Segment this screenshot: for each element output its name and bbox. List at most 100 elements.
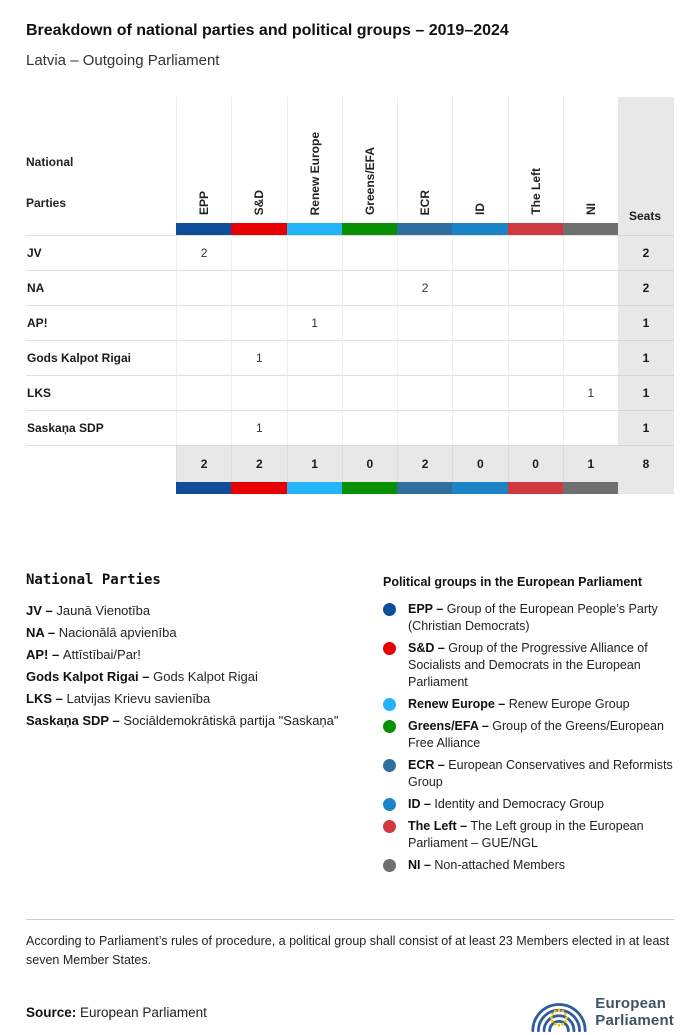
national-parties-legend: National Parties JV – Jaunā Vienotība NA … (26, 572, 383, 879)
color-bar-top-renew (286, 223, 342, 235)
party-legend-item: Gods Kalpot Rigai – Gods Kalpot Rigai (26, 669, 258, 684)
seat-count-cell (397, 410, 453, 445)
group-total: 2 (231, 445, 287, 482)
seat-count-cell (452, 375, 508, 410)
seat-count-cell (562, 235, 618, 270)
group-legend-item: Renew Europe – Renew Europe Group (383, 696, 674, 713)
id-color-dot (383, 798, 396, 811)
seat-count-cell (341, 270, 397, 305)
col-header-the-left: The Left (507, 97, 563, 223)
total-row-spacer (26, 445, 176, 482)
party-total-seats: 1 (618, 305, 674, 340)
party-legend-item: AP! – Attīstībai/Par! (26, 647, 141, 662)
group-total: 2 (397, 445, 453, 482)
col-header-epp: EPP (176, 97, 231, 223)
seat-count-cell: 1 (231, 410, 287, 445)
national-parties-legend-title: National Parties (26, 572, 161, 588)
color-bar-top-greens-efa (341, 223, 397, 235)
seat-count-cell (562, 410, 618, 445)
grand-total-seats: 8 (618, 445, 674, 494)
seat-count-cell (176, 410, 232, 445)
party-legend-item: LKS – Latvijas Krievu savienība (26, 691, 211, 706)
ep-logo-mark (531, 1003, 587, 1032)
color-bar-top-epp (176, 223, 232, 235)
party-name: Gods Kalpot Rigai (26, 340, 176, 375)
group-total: 0 (507, 445, 563, 482)
seat-count-cell (507, 410, 563, 445)
page-subtitle: Latvia – Outgoing Parliament (26, 52, 220, 69)
seat-count-cell: 2 (176, 235, 232, 270)
seat-count-cell (286, 410, 342, 445)
source-line: Source: European Parliament (26, 1005, 207, 1020)
ep-logo-text: European Parliament (595, 995, 674, 1030)
group-total: 0 (452, 445, 508, 482)
footnote-section: According to Parliament’s rules of proce… (26, 919, 674, 970)
color-bar-top-ni (562, 223, 618, 235)
seat-count-cell (397, 340, 453, 375)
group-total: 1 (562, 445, 618, 482)
seat-count-cell (507, 270, 563, 305)
party-total-seats: 1 (618, 340, 674, 375)
seat-count-cell (176, 340, 232, 375)
group-legend-item: NI – Non-attached Members (383, 857, 674, 874)
seats-table: National Parties EPP S&D Renew Europe Greens/… (26, 97, 674, 494)
epp-color-dot (383, 603, 396, 616)
group-legend-item: ECR – European Conservatives and Reformi… (383, 757, 674, 791)
political-groups-legend: Political groups in the European Parliam… (383, 572, 674, 879)
col-header-greens-efa: Greens/EFA (341, 97, 397, 223)
row-axis-header: National Parties (26, 154, 74, 210)
col-header-id: ID (452, 97, 507, 223)
party-name: JV (26, 235, 176, 270)
seat-count-cell (452, 270, 508, 305)
seat-count-cell (507, 375, 563, 410)
group-legend-item: ID – Identity and Democracy Group (383, 796, 674, 813)
greens-efa-color-dot (383, 720, 396, 733)
color-bar-bottom-ecr (397, 482, 453, 494)
color-bar-top-id (452, 223, 508, 235)
group-total: 2 (176, 445, 232, 482)
group-total: 0 (341, 445, 397, 482)
party-legend-item: JV – Jaunā Vienotība (26, 603, 151, 618)
seat-count-cell (176, 375, 232, 410)
ep-logo-text-line1: European (595, 994, 667, 1012)
seat-count-cell (286, 340, 342, 375)
footer: Source: European Parliament European Par… (26, 992, 674, 1032)
seat-count-cell (341, 410, 397, 445)
footnote-text: According to Parliament’s rules of proce… (26, 934, 670, 967)
seat-count-cell (341, 305, 397, 340)
seat-count-cell (341, 375, 397, 410)
color-bar-bottom-greens-efa (341, 482, 397, 494)
color-bar-bottom-ni (562, 482, 618, 494)
seat-count-cell (341, 340, 397, 375)
seat-count-cell (397, 305, 453, 340)
sd-color-dot (383, 642, 396, 655)
group-legend-item: The Left – The Left group in the Europea… (383, 818, 674, 852)
color-bar-bottom-epp (176, 482, 232, 494)
party-name: LKS (26, 375, 176, 410)
col-header-renew: Renew Europe (286, 97, 342, 223)
seat-count-cell (231, 305, 287, 340)
party-name: NA (26, 270, 176, 305)
seat-count-cell (397, 235, 453, 270)
political-groups-legend-list: EPP – Group of the European People’s Par… (383, 601, 674, 874)
party-legend-item: Saskaņa SDP – Sociāldemokrātiskā partija… (26, 713, 339, 728)
seat-count-cell (452, 340, 508, 375)
color-bar-top-sd (231, 223, 287, 235)
group-legend-item: S&D – Group of the Progressive Alliance … (383, 640, 674, 691)
seat-count-cell: 2 (397, 270, 453, 305)
col-header-sd: S&D (231, 97, 286, 223)
party-total-seats: 2 (618, 270, 674, 305)
color-bar-top-ecr (397, 223, 453, 235)
european-parliament-logo: European Parliament (530, 992, 674, 1032)
seat-count-cell: 1 (562, 375, 618, 410)
national-parties-legend-list: JV – Jaunā Vienotība NA – Nacionālā apvie… (26, 600, 383, 732)
color-bar-bottom-sd (231, 482, 287, 494)
seat-count-cell: 1 (286, 305, 342, 340)
page-title: Breakdown of national parties and politi… (26, 22, 509, 39)
seat-count-cell (286, 375, 342, 410)
political-groups-legend-title: Political groups in the European Parliam… (383, 575, 643, 589)
seat-count-cell (562, 305, 618, 340)
group-legend-item: Greens/EFA – Group of the Greens/Europea… (383, 718, 674, 752)
seat-count-cell (286, 270, 342, 305)
color-bar-bottom-the-left (507, 482, 563, 494)
